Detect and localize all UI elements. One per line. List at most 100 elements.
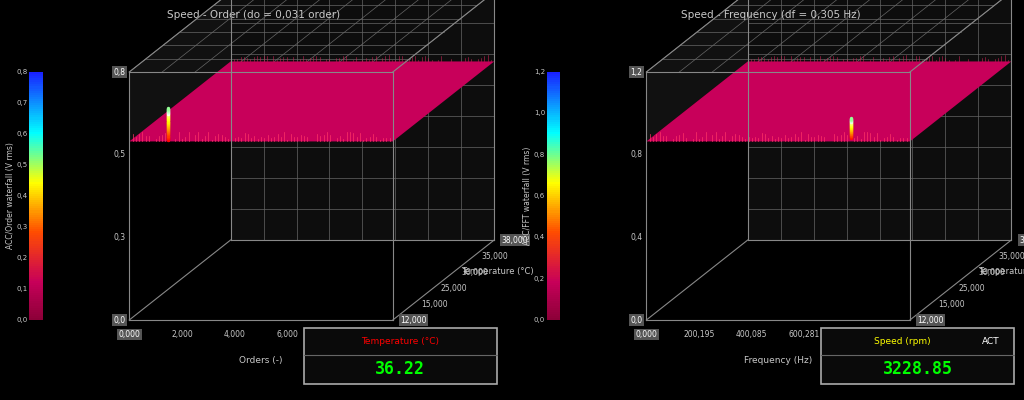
Bar: [30, 80, 43, 82]
Bar: [30, 157, 43, 159]
Bar: [30, 212, 43, 214]
Bar: [547, 287, 560, 289]
Bar: [30, 306, 43, 308]
Bar: [547, 219, 560, 221]
Text: 0,4: 0,4: [630, 233, 642, 242]
Bar: [30, 302, 43, 304]
Bar: [30, 262, 43, 264]
Text: Temperature (°C): Temperature (°C): [461, 268, 534, 276]
Bar: [547, 150, 560, 152]
Bar: [547, 312, 560, 314]
Bar: [30, 120, 43, 122]
Bar: [547, 113, 560, 115]
Bar: [30, 118, 43, 120]
Polygon shape: [129, 0, 230, 142]
Text: 0,1: 0,1: [16, 286, 28, 292]
Bar: [547, 82, 560, 84]
Text: 0,6: 0,6: [16, 131, 28, 137]
Bar: [547, 124, 560, 126]
Text: 30,000: 30,000: [461, 268, 488, 276]
Bar: [547, 242, 560, 244]
Bar: [547, 140, 560, 142]
Bar: [30, 242, 43, 244]
Text: 15,000: 15,000: [421, 300, 447, 308]
Text: 12,000: 12,000: [400, 316, 427, 324]
Bar: [547, 279, 560, 281]
Bar: [547, 86, 560, 88]
Bar: [547, 264, 560, 266]
Bar: [547, 266, 560, 268]
Bar: [547, 231, 560, 233]
Bar: [547, 152, 560, 155]
Bar: [547, 272, 560, 274]
Bar: [30, 155, 43, 157]
Bar: [30, 146, 43, 148]
Bar: [30, 136, 43, 138]
Text: ACC/FFT waterfall (V rms): ACC/FFT waterfall (V rms): [523, 147, 531, 245]
Bar: [30, 279, 43, 281]
Bar: [30, 198, 43, 200]
Text: 800,171: 800,171: [842, 330, 872, 339]
Bar: [547, 200, 560, 202]
Bar: [547, 246, 560, 248]
Bar: [547, 173, 560, 175]
Bar: [30, 210, 43, 212]
Bar: [30, 260, 43, 262]
Bar: [547, 132, 560, 134]
Bar: [547, 148, 560, 150]
Bar: [547, 159, 560, 161]
Bar: [547, 171, 560, 173]
Bar: [547, 165, 560, 167]
Text: 35,000: 35,000: [998, 252, 1024, 260]
Bar: [30, 312, 43, 314]
Bar: [30, 84, 43, 86]
Bar: [30, 126, 43, 128]
Bar: [30, 142, 43, 144]
Bar: [547, 146, 560, 148]
Bar: [30, 304, 43, 306]
Bar: [30, 229, 43, 231]
Bar: [30, 233, 43, 235]
Bar: [30, 150, 43, 152]
Bar: [547, 101, 560, 103]
Bar: [30, 78, 43, 80]
Bar: [547, 196, 560, 198]
Bar: [547, 194, 560, 196]
Bar: [547, 78, 560, 80]
Bar: [547, 175, 560, 178]
Bar: [30, 72, 43, 74]
Text: 0,7: 0,7: [16, 100, 28, 106]
Text: 1,0: 1,0: [534, 110, 545, 116]
Text: 30,000: 30,000: [978, 268, 1006, 276]
Bar: [30, 299, 43, 302]
Text: 600,281: 600,281: [788, 330, 820, 339]
Text: 1,2: 1,2: [631, 68, 642, 76]
Text: Orders (-): Orders (-): [240, 356, 283, 365]
Bar: [30, 231, 43, 233]
Polygon shape: [748, 0, 1012, 240]
Bar: [547, 80, 560, 82]
Text: 0,8: 0,8: [534, 152, 545, 158]
Bar: [547, 122, 560, 124]
Bar: [547, 155, 560, 157]
Bar: [547, 310, 560, 312]
Bar: [547, 161, 560, 163]
Bar: [30, 316, 43, 318]
Bar: [547, 268, 560, 270]
Polygon shape: [129, 62, 495, 142]
Text: 0,3: 0,3: [113, 233, 125, 242]
Bar: [547, 318, 560, 320]
Bar: [30, 113, 43, 115]
Text: 200,195: 200,195: [683, 330, 715, 339]
Bar: [547, 248, 560, 250]
Bar: [547, 302, 560, 304]
Bar: [547, 103, 560, 105]
Bar: [547, 180, 560, 182]
Bar: [30, 194, 43, 196]
Bar: [30, 188, 43, 190]
Bar: [30, 128, 43, 130]
Bar: [547, 190, 560, 192]
Bar: [30, 252, 43, 254]
Polygon shape: [230, 0, 495, 240]
Bar: [547, 308, 560, 310]
